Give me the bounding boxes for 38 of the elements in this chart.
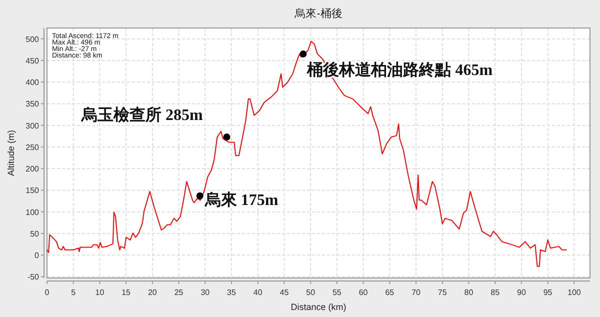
x-tick-label: 5 xyxy=(71,288,76,297)
x-tick-label: 55 xyxy=(332,288,342,297)
x-tick-label: 30 xyxy=(200,288,210,297)
x-tick-label: 15 xyxy=(122,288,132,297)
x-tick-label: 60 xyxy=(358,288,368,297)
y-tick-label: -50 xyxy=(27,272,40,282)
x-tick-label: 65 xyxy=(385,288,395,297)
x-tick-label: 100 xyxy=(568,288,582,297)
y-tick-label: 350 xyxy=(26,100,40,109)
y-tick-label: 250 xyxy=(26,142,40,152)
annotation: 烏玉檢查所 285m xyxy=(80,106,204,124)
y-tick-label: 200 xyxy=(26,164,40,174)
y-tick-label: 400 xyxy=(26,78,40,88)
x-tick-label: 10 xyxy=(95,288,105,297)
x-tick-label: 95 xyxy=(543,288,553,297)
x-tick-label: 80 xyxy=(464,288,474,297)
x-tick-label: 70 xyxy=(412,288,422,297)
x-tick-label: 45 xyxy=(280,288,290,297)
y-tick-label: 0 xyxy=(34,251,40,260)
x-tick-label: 90 xyxy=(517,288,526,297)
x-tick-label: 75 xyxy=(438,288,448,297)
y-tick-label: 50 xyxy=(30,229,40,238)
y-tick-label: 450 xyxy=(26,56,40,66)
x-tick-label: 50 xyxy=(306,288,316,297)
x-axis-title: Distance (km) xyxy=(290,302,346,312)
x-tick-label: 0 xyxy=(44,288,50,297)
x-tick-label: 35 xyxy=(227,288,237,297)
x-tick-label: 20 xyxy=(148,288,158,297)
y-axis-title: Altitude (m) xyxy=(6,130,16,176)
y-tick-label: 150 xyxy=(26,186,40,196)
annotation: 烏來 175m xyxy=(204,190,279,209)
y-tick-label: 100 xyxy=(26,208,40,217)
x-tick-label: 85 xyxy=(490,288,500,297)
x-tick-label: 25 xyxy=(174,288,184,297)
y-tick-label: 300 xyxy=(26,121,40,130)
y-tick-label: 500 xyxy=(26,34,40,44)
chart-title: 烏來-桶後 xyxy=(294,7,342,20)
x-tick-label: 40 xyxy=(253,288,263,297)
